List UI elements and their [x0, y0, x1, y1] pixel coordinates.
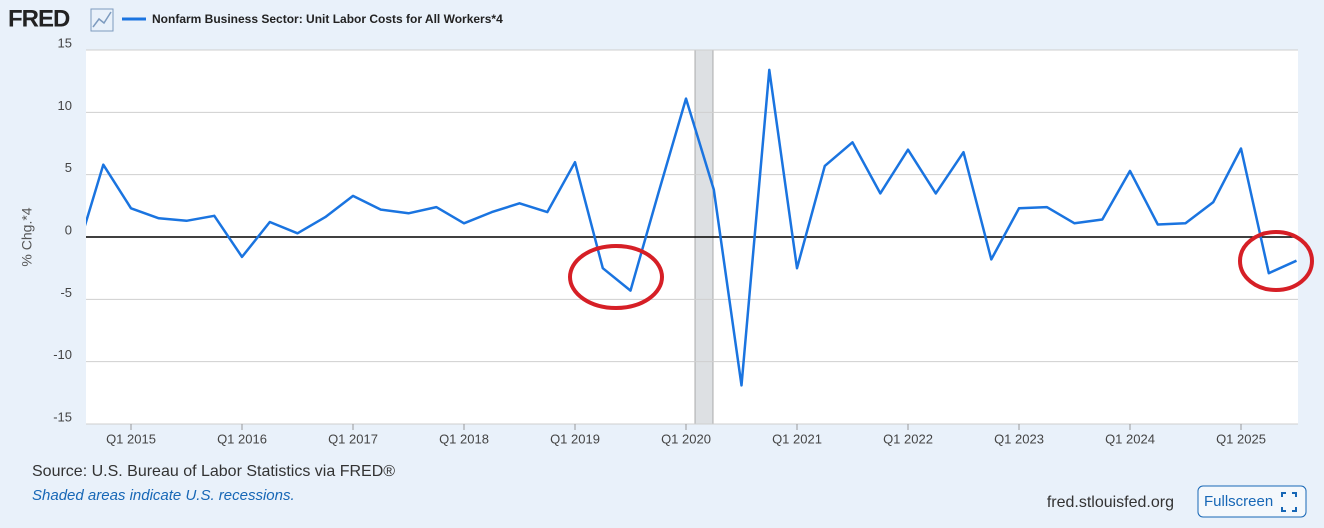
y-tick-label: 5 [65, 160, 72, 175]
x-tick-label: Q1 2023 [994, 431, 1044, 446]
data-line [86, 68, 1298, 387]
legend-label: Nonfarm Business Sector: Unit Labor Cost… [152, 12, 503, 26]
x-tick-label: Q1 2020 [661, 431, 711, 446]
source-text: Source: U.S. Bureau of Labor Statistics … [32, 463, 395, 480]
x-tick-label: Q1 2017 [328, 431, 378, 446]
recession-note: Shaded areas indicate U.S. recessions. [32, 487, 295, 504]
annotation-circle [568, 244, 664, 310]
y-tick-label: 10 [58, 98, 72, 113]
x-tick-label: Q1 2024 [1105, 431, 1155, 446]
x-tick-label: Q1 2018 [439, 431, 489, 446]
annotation-circle [1238, 230, 1314, 292]
x-tick-label: Q1 2019 [550, 431, 600, 446]
x-tick-label: Q1 2021 [772, 431, 822, 446]
y-tick-label: 15 [58, 35, 72, 50]
y-tick-label: -15 [53, 409, 72, 424]
y-tick-label: 0 [65, 222, 72, 237]
y-tick-label: -10 [53, 347, 72, 362]
y-axis-label: % Chg.*4 [19, 207, 35, 266]
x-tick-label: Q1 2022 [883, 431, 933, 446]
source-url: fred.stlouisfed.org [1047, 494, 1174, 511]
logo-icon [90, 8, 114, 32]
fullscreen-label[interactable]: Fullscreen [1204, 493, 1273, 510]
logo: FRED [8, 5, 70, 32]
fullscreen-button[interactable]: Fullscreen [1197, 485, 1307, 518]
x-tick-label: Q1 2016 [217, 431, 267, 446]
x-tick-label: Q1 2025 [1216, 431, 1266, 446]
y-tick-label: -5 [60, 285, 72, 300]
x-tick-label: Q1 2015 [106, 431, 156, 446]
